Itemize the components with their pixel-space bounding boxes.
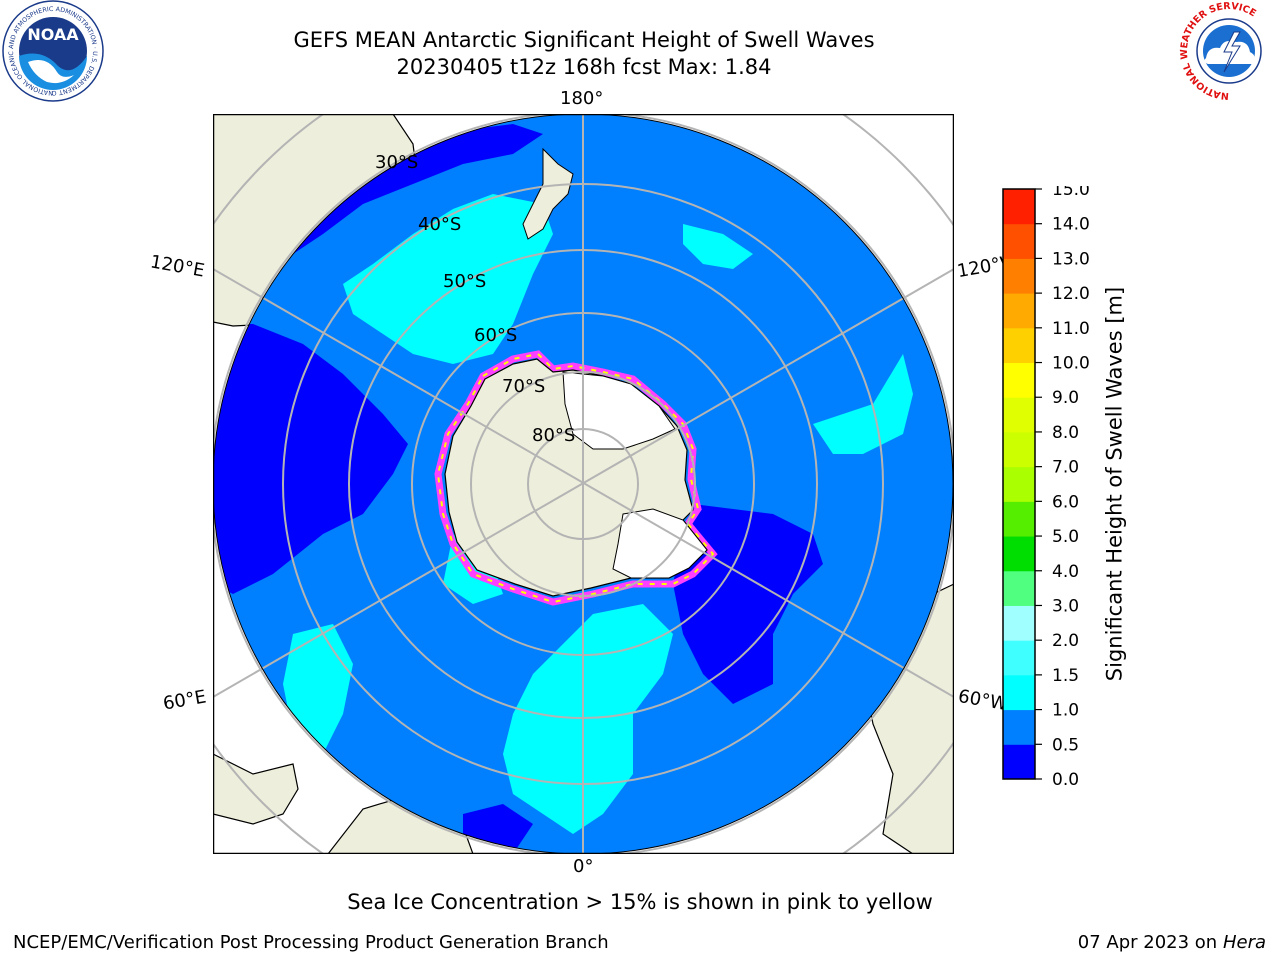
colorbar-tick-label: 2.0 <box>1052 631 1079 651</box>
new-zealand <box>522 147 574 240</box>
colorbar-segment <box>1003 189 1035 225</box>
colorbar-tick-label: 7.0 <box>1052 458 1079 478</box>
colorbar-tick-label: 0.0 <box>1052 770 1079 786</box>
colorbar-tick-label: 10.0 <box>1052 354 1090 374</box>
colorbar-segment <box>1003 431 1035 468</box>
credit-host: Hera <box>1222 932 1266 953</box>
colorbar-tick-label: 15.0 <box>1052 186 1090 200</box>
colorbar-segment <box>1003 501 1035 537</box>
colorbar-segment <box>1003 397 1035 433</box>
lon-label-upper-left: 120°E <box>148 251 207 282</box>
nws-logo: NATIONAL WEATHER SERVICE <box>1179 1 1279 101</box>
sea-ice-note: Sea Ice Concentration > 15% is shown in … <box>347 890 933 914</box>
colorbar-tick-label: 0.5 <box>1052 735 1079 755</box>
credit-date: 07 Apr 2023 on <box>1077 932 1218 953</box>
lat-label-80s: 80°S <box>532 425 575 446</box>
colorbar-segment <box>1003 674 1035 711</box>
colorbar-segment <box>1003 466 1035 502</box>
credit-right: 07 Apr 2023 on Hera <box>1078 932 1266 953</box>
lat-label-50s: 50°S <box>443 271 486 292</box>
colorbar-segment <box>1003 536 1035 572</box>
colorbar-tick-label: 13.0 <box>1052 249 1090 269</box>
colorbar-segment <box>1003 605 1035 641</box>
lon-label-bottom: 0° <box>573 856 594 877</box>
lon-label-lower-left: 60°E <box>161 686 208 715</box>
colorbar-segment <box>1003 327 1035 364</box>
colorbar-segment <box>1003 223 1035 259</box>
colorbar-segment <box>1003 709 1035 745</box>
colorbar-segment <box>1003 293 1035 329</box>
weddell-ice-shelf <box>612 508 708 579</box>
graticule <box>213 114 954 854</box>
colorbar-tick-label: 9.0 <box>1052 388 1079 408</box>
credit-left: NCEP/EMC/Verification Post Processing Pr… <box>13 932 609 953</box>
colorbar-tick-label: 12.0 <box>1052 284 1090 304</box>
polar-map: 30°S 40°S 50°S 60°S 70°S 80°S <box>213 114 954 854</box>
colorbar-label: Significant Height of Swell Waves [m] <box>1102 286 1127 682</box>
lat-label-30s: 30°S <box>375 152 418 173</box>
noaa-logo-text: NOAA <box>27 25 79 44</box>
lat-label-70s: 70°S <box>502 376 545 397</box>
page-subtitle: 20230405 t12z 168h fcst Max: 1.84 <box>396 55 772 79</box>
page-title: GEFS MEAN Antarctic Significant Height o… <box>293 28 875 52</box>
colorbar-tick-label: 5.0 <box>1052 527 1079 547</box>
lat-label-60s: 60°S <box>474 325 517 346</box>
colorbar-tick-label: 1.5 <box>1052 666 1079 686</box>
colorbar-segment <box>1003 362 1035 398</box>
colorbar-tick-label: 1.0 <box>1052 701 1079 721</box>
colorbar-segment <box>1003 640 1035 676</box>
colorbar-segment <box>1003 744 1035 780</box>
colorbar-tick-label: 4.0 <box>1052 562 1079 582</box>
colorbar-tick-label: 11.0 <box>1052 319 1090 339</box>
colorbar: 0.0 0.5 1.0 1.5 2.0 3.0 4.0 5.0 6.0 7.0 8.0 9.0 10.0… <box>1002 186 1090 786</box>
lat-label-40s: 40°S <box>418 214 461 235</box>
lon-label-top: 180° <box>560 88 604 109</box>
colorbar-tick-label: 8.0 <box>1052 423 1079 443</box>
colorbar-segment <box>1003 570 1035 606</box>
colorbar-tick-label: 3.0 <box>1052 596 1079 616</box>
colorbar-tick-label: 14.0 <box>1052 215 1090 235</box>
colorbar-segment <box>1003 258 1035 294</box>
noaa-logo: NATIONAL OCEANIC AND ATMOSPHERIC ADMINIS… <box>2 0 104 102</box>
colorbar-tick-label: 6.0 <box>1052 492 1079 512</box>
